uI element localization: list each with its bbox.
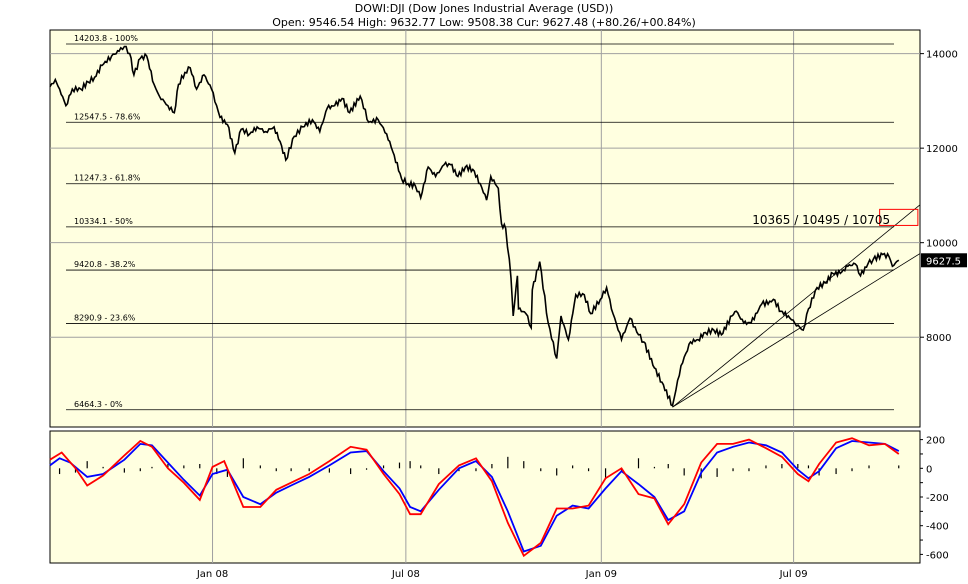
x-tick-label: Jul 08	[391, 569, 420, 580]
macd-y-tick-label: 200	[926, 436, 945, 447]
macd-y-tick-label: 0	[926, 464, 932, 475]
x-tick-label: Jan 09	[585, 569, 617, 580]
signal-line	[49, 437, 900, 558]
current-value-label: 9627.5	[926, 256, 961, 267]
fibonacci-level-label: 6464.3 - 0%	[74, 400, 123, 409]
fibonacci-level-label: 9420.8 - 38.2%	[74, 260, 136, 269]
price-series-line	[49, 45, 900, 407]
target-box	[879, 208, 919, 226]
target-annotation: 10365 / 10495 / 10705	[752, 213, 890, 227]
trend-channel-lower-line	[672, 253, 921, 408]
x-tick-label: Jul 09	[779, 569, 808, 580]
quote-line: Open: 9546.54 High: 9632.77 Low: 9508.38…	[272, 16, 696, 29]
price-y-tick-label: 12000	[926, 144, 958, 155]
price-y-tick-label: 8000	[926, 333, 951, 344]
fibonacci-level-label: 12547.5 - 78.6%	[74, 112, 141, 121]
price-plot-area	[49, 29, 921, 428]
fibonacci-level-label: 14203.8 - 100%	[74, 34, 138, 43]
macd-plot-area	[49, 430, 921, 564]
price-y-tick-label: 10000	[926, 239, 958, 250]
macd-line	[49, 440, 900, 553]
fibonacci-level-label: 10334.1 - 50%	[74, 217, 133, 226]
macd-y-tick-label: -600	[926, 550, 949, 561]
current-value-tag	[921, 253, 967, 268]
price-y-tick-label: 14000	[926, 50, 958, 61]
macd-y-tick-label: -400	[926, 522, 949, 533]
fibonacci-level-label: 11247.3 - 61.8%	[74, 174, 141, 183]
chart-title: DOWI:DJI (Dow Jones Industrial Average (…	[354, 2, 614, 15]
macd-y-tick-label: -200	[926, 493, 949, 504]
trend-channel-upper-line	[672, 204, 921, 408]
fibonacci-level-label: 8290.9 - 23.6%	[74, 313, 136, 322]
x-tick-label: Jan 08	[196, 569, 228, 580]
